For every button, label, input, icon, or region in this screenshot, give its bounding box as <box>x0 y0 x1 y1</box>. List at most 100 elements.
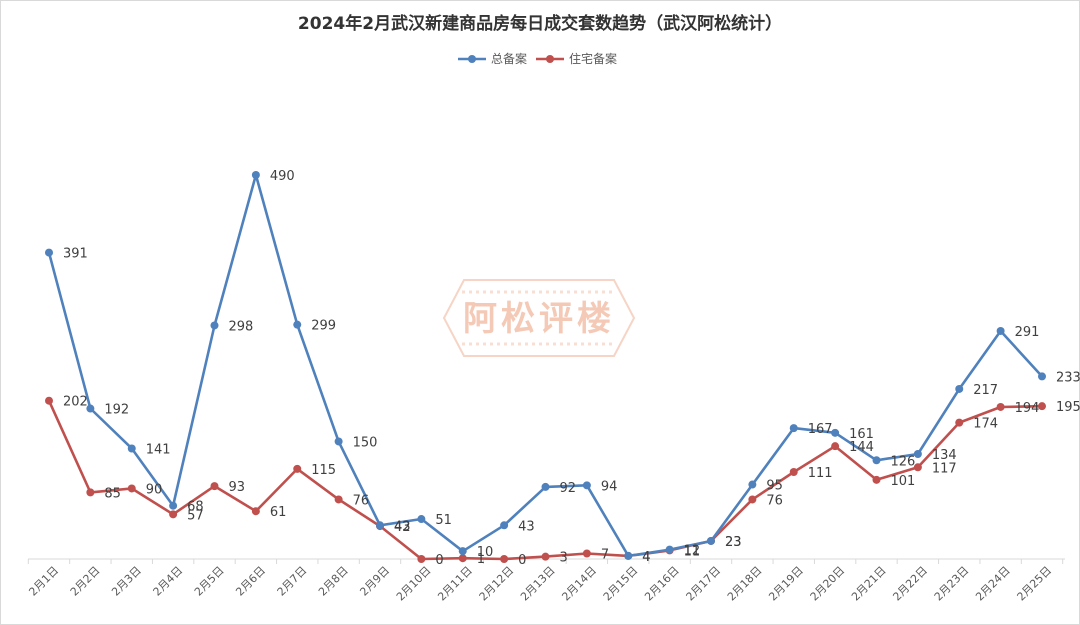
data-point-residential <box>458 554 467 563</box>
legend-item-total: 总备案 <box>458 51 527 66</box>
data-label-residential: 57 <box>187 508 204 523</box>
data-point-residential <box>417 555 426 563</box>
data-point-residential <box>541 552 550 561</box>
data-point-total <box>872 456 881 465</box>
data-label-residential: 4 <box>642 550 650 565</box>
data-point-total <box>376 521 384 530</box>
data-label-total: 134 <box>932 448 957 463</box>
data-point-total <box>789 424 798 433</box>
data-label-total: 391 <box>63 247 88 262</box>
data-point-residential <box>127 484 136 493</box>
data-point-total <box>334 437 343 446</box>
data-label-residential: 194 <box>1015 401 1040 416</box>
data-point-residential <box>996 402 1005 411</box>
watermark: 阿松评楼 <box>442 279 636 357</box>
data-label-residential: 117 <box>932 461 957 476</box>
data-label-residential: 76 <box>766 493 783 508</box>
data-label-total: 233 <box>1056 370 1080 385</box>
data-label-total: 141 <box>146 443 171 458</box>
data-label-total: 167 <box>808 422 833 437</box>
data-label-total: 490 <box>270 169 295 184</box>
data-label-total: 43 <box>394 519 411 534</box>
data-label-residential: 61 <box>270 505 287 520</box>
data-label-residential: 11 <box>684 544 701 559</box>
data-point-residential <box>500 555 509 563</box>
data-label-total: 192 <box>104 403 129 418</box>
series-layer <box>45 171 1046 563</box>
data-point-total <box>458 547 467 556</box>
data-label-residential: 144 <box>849 440 874 455</box>
data-point-residential <box>210 482 219 491</box>
data-label-residential: 202 <box>63 395 88 410</box>
data-label-residential: 42 <box>394 520 411 535</box>
data-point-total <box>127 444 136 453</box>
data-label-residential: 0 <box>435 553 443 568</box>
data-point-total <box>293 320 302 329</box>
watermark-text: 阿松评楼 <box>463 299 615 339</box>
data-label-residential: 115 <box>311 463 336 478</box>
data-point-total <box>665 545 674 554</box>
data-label-total: 217 <box>973 383 998 398</box>
data-label-residential: 93 <box>229 480 246 495</box>
data-point-residential <box>748 495 757 504</box>
legend-swatch-marker <box>468 55 476 63</box>
data-point-total <box>913 449 922 458</box>
data-point-total <box>417 515 426 524</box>
data-label-residential: 3 <box>560 551 568 566</box>
data-point-residential <box>86 488 95 497</box>
data-label-residential: 101 <box>891 474 916 489</box>
data-label-total: 43 <box>518 519 535 534</box>
legend-label-residential: 住宅备案 <box>569 51 617 66</box>
data-point-total <box>500 521 509 530</box>
legend: 总备案 住宅备案 <box>458 51 617 66</box>
data-label-total: 150 <box>353 435 378 450</box>
data-label-total: 23 <box>725 535 742 550</box>
data-label-residential: 90 <box>146 482 163 497</box>
data-point-residential <box>831 442 840 451</box>
data-label-residential: 111 <box>808 466 833 481</box>
data-point-total <box>707 536 715 545</box>
data-point-residential <box>45 396 53 405</box>
data-point-total <box>624 551 633 560</box>
data-point-total <box>582 481 591 490</box>
data-point-total <box>251 171 260 179</box>
data-point-residential <box>169 510 178 519</box>
data-label-total: 95 <box>766 479 783 494</box>
data-point-residential <box>334 495 343 504</box>
data-point-total <box>955 384 964 393</box>
data-label-total: 291 <box>1015 325 1040 340</box>
data-point-total <box>210 321 219 330</box>
data-point-residential <box>1038 402 1046 411</box>
data-label-total: 161 <box>849 427 874 442</box>
data-point-total <box>1038 372 1046 381</box>
data-label-residential: 85 <box>104 486 121 501</box>
data-label-residential: 0 <box>518 553 526 568</box>
legend-label-total: 总备案 <box>491 51 527 66</box>
data-label-residential: 7 <box>601 548 609 563</box>
legend-item-residential: 住宅备案 <box>536 51 617 66</box>
data-point-total <box>86 404 95 413</box>
data-point-residential <box>582 549 591 558</box>
data-label-residential: 195 <box>1056 400 1080 415</box>
data-label-total: 92 <box>560 481 577 496</box>
data-point-total <box>831 428 840 437</box>
data-label-total: 51 <box>435 513 452 528</box>
data-label-total: 10 <box>477 545 494 560</box>
data-point-total <box>996 326 1005 335</box>
data-label-residential: 23 <box>725 535 742 550</box>
legend-swatch-marker <box>546 55 554 63</box>
data-point-total <box>169 501 178 510</box>
data-point-residential <box>872 475 881 484</box>
data-label-residential: 174 <box>973 417 998 432</box>
data-point-residential <box>955 418 964 427</box>
data-label-total: 12 <box>684 544 701 559</box>
data-point-residential <box>251 507 260 516</box>
chart-title: 2024年2月武汉新建商品房每日成交套数趋势（武汉阿松统计） <box>298 13 782 34</box>
data-label-residential: 76 <box>353 493 370 508</box>
data-point-residential <box>913 463 922 472</box>
data-point-residential <box>293 464 302 473</box>
